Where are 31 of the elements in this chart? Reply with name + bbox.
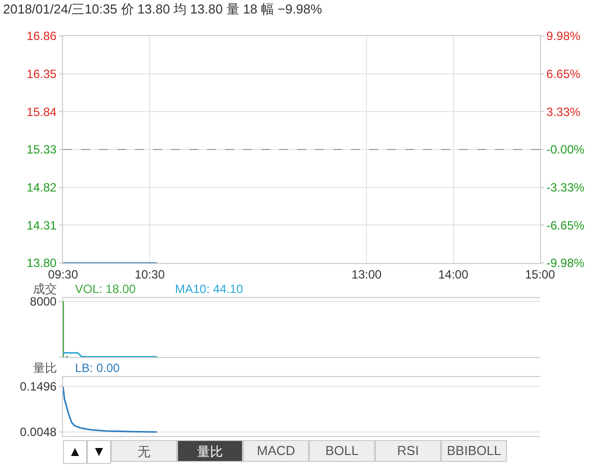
y-tick-label: 0.0048: [20, 425, 57, 440]
y2-tick-label: 9.98%: [546, 29, 581, 44]
y-tick-label: 16.35: [26, 67, 57, 82]
text: 量比: [177, 440, 243, 462]
y2-tick-label: -3.33%: [546, 180, 585, 195]
y-tick-label: 14.82: [26, 180, 57, 195]
text: MA10: 44.10: [175, 282, 244, 296]
text: RSI: [375, 440, 441, 462]
text: 无: [111, 440, 177, 462]
chart-title: 成交: [33, 282, 57, 296]
text: BOLL: [309, 440, 375, 462]
y-tick-label: 0.1496: [20, 380, 57, 394]
y-tick-label: 14.31: [26, 218, 57, 232]
y-tick-label: 16.86: [26, 29, 57, 44]
text: BBIBOLL: [441, 440, 507, 462]
x-tick-label: 10:30: [134, 267, 166, 282]
text: MACD: [243, 440, 309, 462]
line-series: [63, 386, 158, 433]
x-tick-label: 13:00: [352, 267, 382, 282]
x-tick-label: 14:00: [438, 267, 469, 282]
y-tick-label: 15.33: [26, 142, 57, 157]
chart-title: 2018/01/24/三10:35 价 13.80 均 13.80 量 18 幅 −9.98%: [3, 1, 323, 16]
y-tick-label: 15.84: [26, 104, 57, 119]
series-label: LB: 0.00: [75, 361, 120, 375]
y-tick-label: 8000: [30, 294, 57, 309]
y2-tick-label: 3.33%: [546, 104, 581, 119]
y2-tick-label: 6.65%: [546, 67, 581, 82]
series-label: VOL: 18.00: [75, 282, 136, 296]
y2-tick-label: -0.00%: [546, 142, 585, 157]
y2-tick-label: -6.65%: [546, 218, 585, 232]
chart-title: 量比: [33, 361, 57, 375]
